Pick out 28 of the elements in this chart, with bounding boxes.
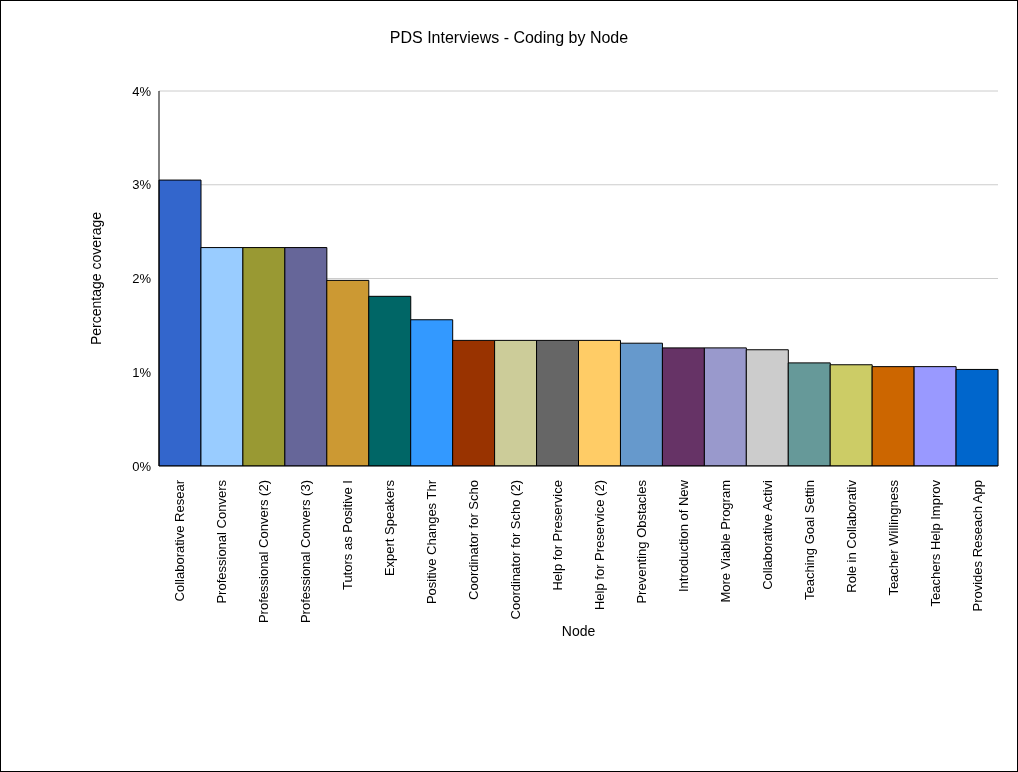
- x-tick-label: Help for Preservice (2): [591, 480, 607, 611]
- x-tick-label: Positive Changes Thr: [424, 479, 440, 605]
- x-tick-label: Professional Convers: [214, 479, 230, 604]
- x-tick-label: Coordinator for Scho: [466, 480, 482, 600]
- y-tick-label: 1%: [132, 364, 152, 380]
- x-tick-label: Expert Speakers: [382, 479, 398, 577]
- x-tick-label: Professional Convers (2): [256, 480, 272, 624]
- x-tick-label: Professional Convers (3): [298, 480, 314, 624]
- y-tick-label: 3%: [132, 177, 152, 193]
- x-tick-label: Preventing Obstacles: [633, 479, 649, 604]
- y-axis-title: Percentage coverage: [87, 211, 104, 346]
- x-tick-label: Provides Reseach App: [969, 480, 985, 612]
- x-tick-label: Help for Preservice: [550, 480, 566, 591]
- x-tick-label: Role in Collaborativ: [843, 479, 859, 593]
- x-tick-label: Coordinator for Scho (2): [508, 480, 524, 620]
- x-tick-label: Collaborative Activi: [759, 479, 775, 590]
- x-tick-label: Teachers Help Improv: [927, 479, 943, 607]
- x-axis-title: Node: [561, 623, 596, 639]
- y-tick-label: 4%: [132, 83, 152, 99]
- y-tick-label: 0%: [132, 458, 152, 474]
- x-tick-label: Introduction of New: [675, 479, 691, 593]
- x-tick-label: Tutors as Positive I: [340, 480, 356, 591]
- y-tick-label: 2%: [132, 271, 152, 287]
- x-tick-label: Teacher Willingness: [885, 479, 901, 596]
- x-tick-label: Collaborative Resear: [172, 479, 188, 602]
- x-tick-label: More Viable Program: [717, 480, 733, 603]
- chart-title: PDS Interviews - Coding by Node: [388, 29, 630, 47]
- x-tick-label: Teaching Goal Settin: [801, 480, 817, 600]
